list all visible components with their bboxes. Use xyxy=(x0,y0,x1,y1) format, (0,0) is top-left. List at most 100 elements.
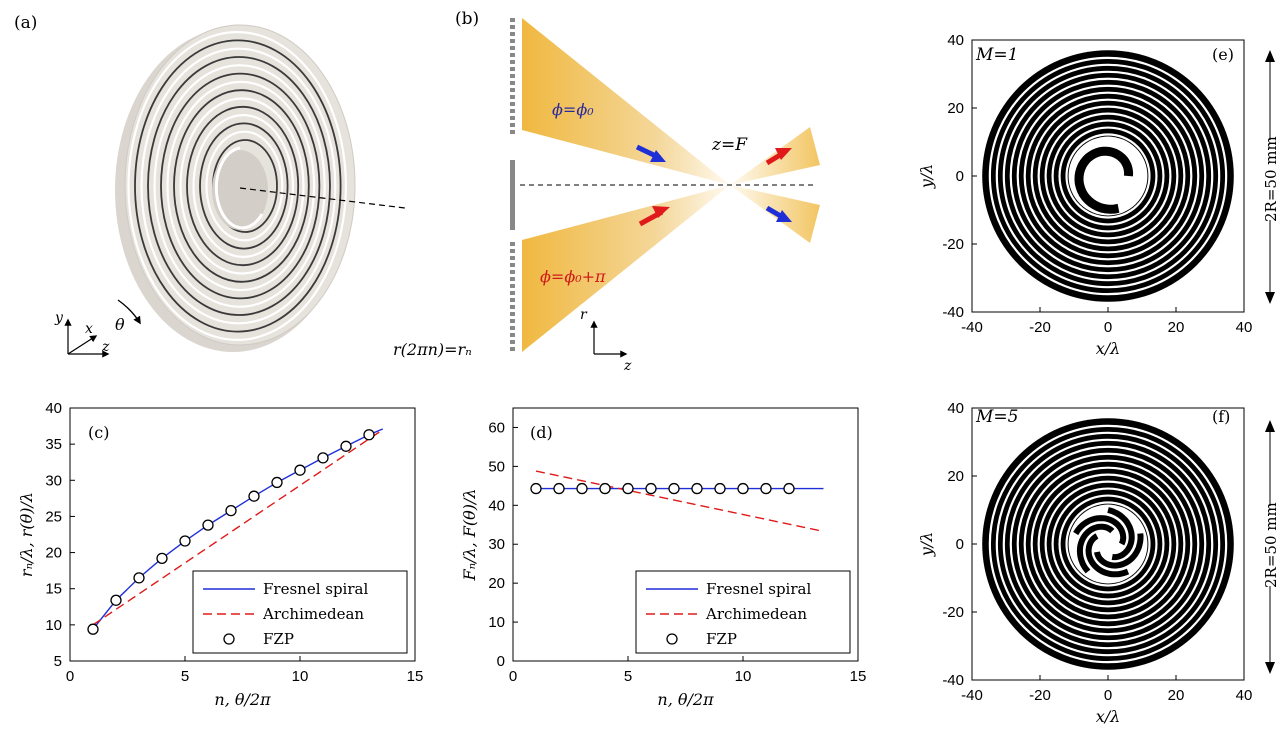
x-axis-label: n, θ/2π xyxy=(214,690,271,709)
y-axis-label: y/λ xyxy=(917,532,936,558)
zone-plate-zone xyxy=(510,256,515,260)
zone-plate-zone xyxy=(510,340,515,344)
fzp-point xyxy=(622,482,634,495)
zone-plate-zone xyxy=(510,319,515,323)
fzp-point xyxy=(576,482,588,495)
plate-ring xyxy=(134,39,342,333)
dim-e-label: 2R=50 mm xyxy=(1262,136,1280,222)
panel-f-mlabel: M=5 xyxy=(975,407,1018,427)
x-tick-label: -20 xyxy=(1029,687,1051,704)
axis-z2-label: z xyxy=(623,358,632,374)
legend-marker xyxy=(666,633,678,645)
fzp-point xyxy=(202,519,214,531)
spiral-arm xyxy=(1076,523,1115,574)
y-tick-label: 10 xyxy=(45,617,62,634)
fzp-point xyxy=(340,440,352,452)
spiral-gap xyxy=(1016,84,1200,268)
panel-tag: (d) xyxy=(530,423,553,442)
spiral-gap xyxy=(1065,501,1151,587)
fzp-point xyxy=(179,535,191,547)
red-arrow-in-head xyxy=(652,206,670,218)
archimedean-line xyxy=(535,470,824,533)
x-tick-label: 10 xyxy=(292,668,309,685)
spiral-gap xyxy=(988,56,1228,296)
x-tick-label: 20 xyxy=(1168,687,1185,704)
dim-f-label: 2R=50 mm xyxy=(1262,502,1280,588)
panel-f-tag: (f) xyxy=(1212,407,1230,426)
red-arrow-out-head xyxy=(775,148,792,160)
y-tick-label: 50 xyxy=(488,458,505,475)
y-tick-label: 25 xyxy=(45,508,62,525)
fzp-point xyxy=(714,482,726,495)
y-tick-label: -40 xyxy=(942,304,964,321)
x-tick-label: 0 xyxy=(66,668,74,685)
chart-d: 0 5 10 15 0 10 20 30 40 50 60 n, θ/2π Fₙ/λ, F(θ)/λ (d… xyxy=(460,407,866,709)
zone-plate-zone xyxy=(510,130,515,134)
plate-ring xyxy=(160,72,321,300)
fzp-point xyxy=(645,482,657,495)
zone-plate-zone xyxy=(510,88,515,92)
panel-tag: (c) xyxy=(88,423,109,442)
spiral-gap xyxy=(1016,452,1200,636)
zone-plate-zone xyxy=(510,312,515,316)
spiral-gap xyxy=(1044,480,1172,608)
plate-ring xyxy=(127,31,347,341)
fzp-point xyxy=(737,482,749,495)
phi-bottom-label: ϕ=ϕ₀+π xyxy=(540,267,606,286)
y-tick-label: 0 xyxy=(497,653,505,670)
zone-plate-zone xyxy=(510,109,515,113)
x-axis-label: x/λ xyxy=(1096,707,1121,726)
plate-center xyxy=(212,150,268,230)
spiral-arm xyxy=(1074,146,1134,214)
zone-plate-zone xyxy=(510,326,515,330)
zone-plate-zone xyxy=(510,32,515,36)
legend-marker xyxy=(223,633,235,645)
y-tick-label: 40 xyxy=(947,400,964,417)
blue-arrow-out-head xyxy=(776,210,792,222)
legend-label: Archimedean xyxy=(705,605,807,623)
chart-e: -40 -20 0 20 40 -40 -20 0 20 40 x/λ y/λ xyxy=(917,32,1252,358)
fzp-point xyxy=(363,429,375,441)
axis-z-label: z xyxy=(101,339,110,355)
phi-top-label: ϕ=ϕ₀ xyxy=(552,100,594,119)
plate-axis xyxy=(239,187,406,209)
zone-plate-zone xyxy=(510,277,515,281)
y-axis-label: rₙ/λ, r(θ)/λ xyxy=(17,492,36,577)
legend-label: Archimedean xyxy=(262,605,364,623)
spiral-gap xyxy=(995,63,1221,289)
fzp-point xyxy=(691,482,703,495)
zone-plate-zone xyxy=(510,39,515,43)
fzp-point xyxy=(553,482,565,495)
zone-plate-zone xyxy=(510,53,515,57)
zone-plate-edge xyxy=(510,18,515,351)
x-axis-label: n, θ/2π xyxy=(657,690,714,709)
dim-f-arrow-bottom xyxy=(1265,662,1275,674)
x-axis-label: x/λ xyxy=(1096,339,1121,358)
axis-y-label: y xyxy=(54,310,64,326)
spiral-gap xyxy=(1002,438,1214,650)
fzp-point xyxy=(133,572,145,584)
plate-ring xyxy=(199,122,289,250)
dim-f-arrow-top xyxy=(1265,420,1275,432)
plate-ring xyxy=(153,64,326,308)
zone-plate-zone xyxy=(510,95,515,99)
spiral-arm xyxy=(1073,515,1127,546)
beam-bottom xyxy=(522,185,730,352)
plate-ring xyxy=(186,105,300,267)
y-tick-label: 20 xyxy=(488,575,505,592)
plate-inner-slot xyxy=(214,146,264,230)
plate-ring xyxy=(179,97,305,275)
fzp-point xyxy=(668,482,680,495)
plate-ring xyxy=(166,80,316,292)
zone-plate-zone xyxy=(510,60,515,64)
plate-ring xyxy=(173,89,310,283)
y-tick-label: 20 xyxy=(45,545,62,562)
fzp-point xyxy=(225,504,237,517)
plate-ring xyxy=(192,113,295,259)
zone-plate-zone xyxy=(510,263,515,267)
plate-ring xyxy=(205,130,284,242)
dim-f-label-bg xyxy=(1258,506,1282,586)
y-axis-label: Fₙ/λ, F(θ)/λ xyxy=(460,488,479,581)
y-tick-label: 30 xyxy=(45,472,62,489)
